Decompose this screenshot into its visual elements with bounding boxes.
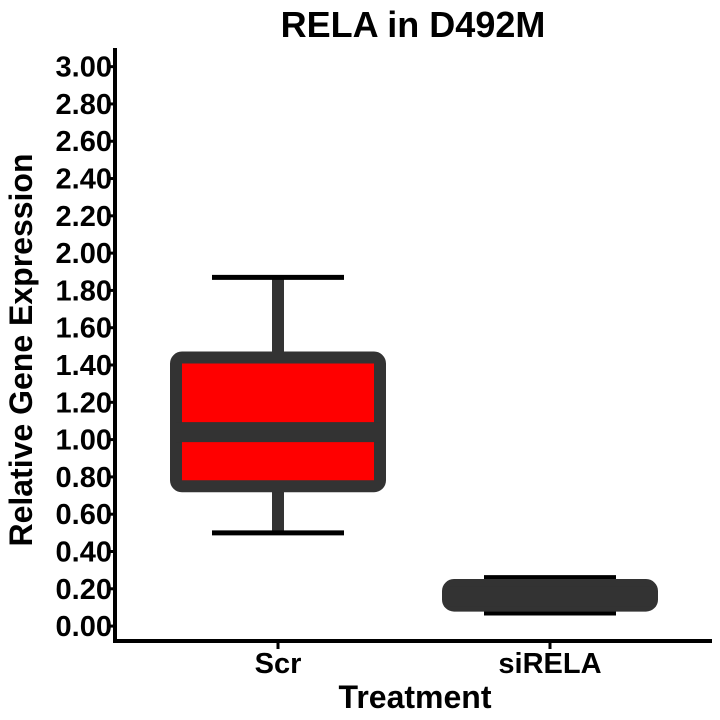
y-tick-label: 2.60 bbox=[56, 126, 112, 158]
x-tick-label: Scr bbox=[255, 648, 302, 680]
y-tick-label: 3.00 bbox=[56, 52, 112, 84]
y-tick-label: 2.40 bbox=[56, 164, 112, 196]
y-tick-label: 1.00 bbox=[56, 425, 112, 457]
y-tick-label: 1.40 bbox=[56, 350, 112, 382]
box-Scr bbox=[170, 351, 386, 493]
y-tick-label: 0.60 bbox=[56, 499, 112, 531]
y-tick-label: 1.20 bbox=[56, 387, 112, 419]
y-axis-label: Relative Gene Expression bbox=[3, 153, 39, 546]
chart-title: RELA in D492M bbox=[281, 4, 546, 45]
y-tick-label: 0.20 bbox=[56, 574, 112, 606]
y-tick-label: 2.20 bbox=[56, 201, 112, 233]
x-axis-label: Treatment bbox=[339, 679, 492, 715]
x-tick-label: siRELA bbox=[498, 648, 601, 680]
y-tick-label: 1.60 bbox=[56, 313, 112, 345]
y-tick-label: 0.40 bbox=[56, 536, 112, 568]
y-tick-label: 0.00 bbox=[56, 611, 112, 643]
plot-area: 0.00 0.20 0.40 0.60 0.80 1.00 1.20 1.40 1.60 1.80… bbox=[56, 48, 712, 680]
y-tick-label: 2.80 bbox=[56, 89, 112, 121]
y-tick-label: 0.80 bbox=[56, 462, 112, 494]
y-tick-label: 1.80 bbox=[56, 275, 112, 307]
y-tick-label: 2.00 bbox=[56, 238, 112, 270]
